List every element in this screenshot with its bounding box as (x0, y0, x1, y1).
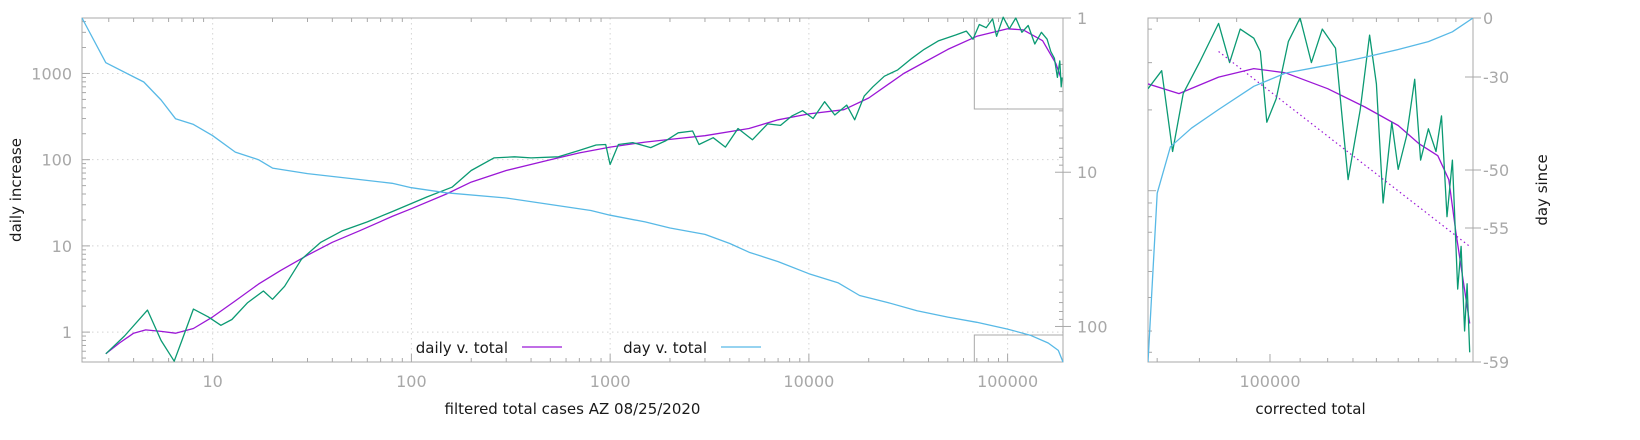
y2-tick-label: 10 (1077, 163, 1097, 182)
inset-series-line-3 (1218, 51, 1471, 247)
y-tick-label: 1000 (31, 64, 72, 83)
inset-x-tick-label: 100000 (1239, 372, 1300, 391)
inset-series-line-2 (1148, 18, 1473, 362)
y-axis-label: daily increase (7, 138, 25, 242)
y-tick-label: 10 (52, 237, 72, 256)
y2-tick-label: 100 (1077, 317, 1108, 336)
inset-y2-tick-label: 0 (1483, 9, 1493, 28)
legend-label: daily v. total (416, 339, 508, 357)
plot-frame (81, 17, 1064, 363)
x-tick-label: 100 (396, 372, 427, 391)
series-line-0 (105, 28, 1062, 355)
inset-x-axis-label: corrected total (1255, 400, 1365, 418)
y-tick-label: 100 (41, 151, 72, 170)
inset-series-line-0 (1148, 67, 1471, 324)
inset-series-line-1 (1148, 18, 1471, 353)
inset-frame (1147, 17, 1474, 363)
inset-y2-tick-label: -55 (1483, 219, 1509, 238)
x-tick-label: 10 (203, 372, 223, 391)
zoom-region-marker-bottom (973, 334, 1063, 362)
y-tick-label: 1 (62, 323, 72, 342)
inset-y2-tick-label: -59 (1483, 353, 1509, 372)
x-axis-label: filtered total cases AZ 08/25/2020 (445, 400, 701, 418)
zoom-region-marker-top (973, 18, 1063, 110)
x-tick-label: 100000 (977, 372, 1038, 391)
x-tick-label: 1000 (590, 372, 631, 391)
inset-y2-tick-label: -30 (1483, 68, 1509, 87)
inset-y2-axis-label: day since (1533, 154, 1551, 225)
inset-y2-tick-label: -50 (1483, 161, 1509, 180)
series-line-2 (81, 17, 1064, 363)
legend-label: day v. total (623, 339, 707, 357)
series-line-1 (105, 16, 1063, 362)
y2-tick-label: 1 (1077, 9, 1087, 28)
x-tick-label: 10000 (783, 372, 834, 391)
